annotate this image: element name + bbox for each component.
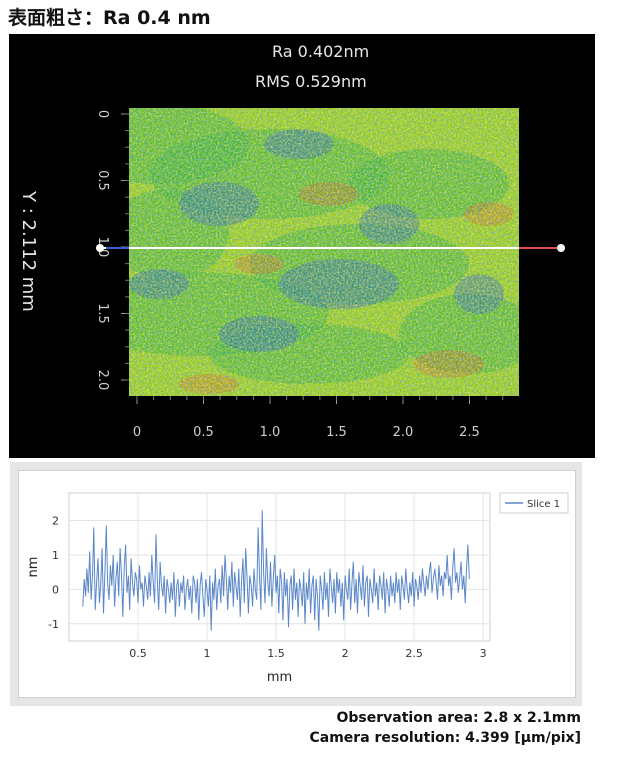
legend-box <box>499 492 569 514</box>
ra-readout: Ra 0.402nm <box>272 42 370 61</box>
y-axis-label: nm <box>26 557 41 578</box>
y-tick-label: 1 <box>52 549 59 562</box>
legend-label: Slice 1 <box>527 499 560 510</box>
rms-readout: RMS 0.529nm <box>255 72 367 91</box>
legend: Slice 1 <box>499 492 569 514</box>
x-tick-label: 3 <box>480 647 487 660</box>
x-tick-label: 2 <box>342 647 349 660</box>
x-tick-label: 0.5 <box>193 425 214 440</box>
surface-grain-low <box>129 108 519 396</box>
plot-area <box>68 492 491 642</box>
x-tick-label: 1 <box>204 647 211 660</box>
page-title: 表面粗さ：Ra 0.4 nm <box>8 7 211 29</box>
heatmap-surface <box>129 108 519 396</box>
y-axis-title: Y : 2.112 mm <box>18 191 39 312</box>
profile-line-chart: 2 1 0 -1 0.5 1 1.5 2 2.5 3 mm nm Slice 1 <box>26 492 569 685</box>
y-tick-label: -1 <box>48 618 59 631</box>
x-tick-label: 1.5 <box>267 647 285 660</box>
y-tick-label: 0.5 <box>95 170 110 191</box>
x-tick-label: 0.5 <box>129 647 147 660</box>
slice-end-handle <box>557 244 565 252</box>
profile-chart-frame: 2 1 0 -1 0.5 1 1.5 2 2.5 3 mm nm Slice 1 <box>18 470 576 698</box>
x-tick-label: 1.0 <box>260 425 281 440</box>
x-tick-label: 2.5 <box>405 647 423 660</box>
y-tick-label: 2 <box>52 515 59 528</box>
y-tick-label: 2.0 <box>95 370 110 391</box>
x-tick-label: 2.0 <box>393 425 414 440</box>
y-tick-label: 0 <box>95 110 110 118</box>
x-tick-label: 2.5 <box>459 425 480 440</box>
x-axis-label: mm <box>267 670 292 685</box>
roughness-heatmap: 00.51.01.52.000.51.01.52.02.5 <box>95 108 565 440</box>
roughness-map-panel: 00.51.01.52.000.51.01.52.02.5 Ra 0.402nm… <box>9 34 595 458</box>
x-tick-label: 0 <box>133 425 141 440</box>
y-tick-label: 1.5 <box>95 303 110 324</box>
camera-resolution-text: Camera resolution: 4.399 [μm/pix] <box>309 730 581 746</box>
x-tick-label: 1.5 <box>326 425 347 440</box>
series-line-slice-1 <box>82 510 470 631</box>
profile-panel: 2 1 0 -1 0.5 1 1.5 2 2.5 3 mm nm Slice 1 <box>10 462 582 706</box>
observation-area-text: Observation area: 2.8 x 2.1mm <box>336 710 581 726</box>
y-tick-label: 0 <box>52 583 59 596</box>
slice-start-handle <box>96 244 104 252</box>
